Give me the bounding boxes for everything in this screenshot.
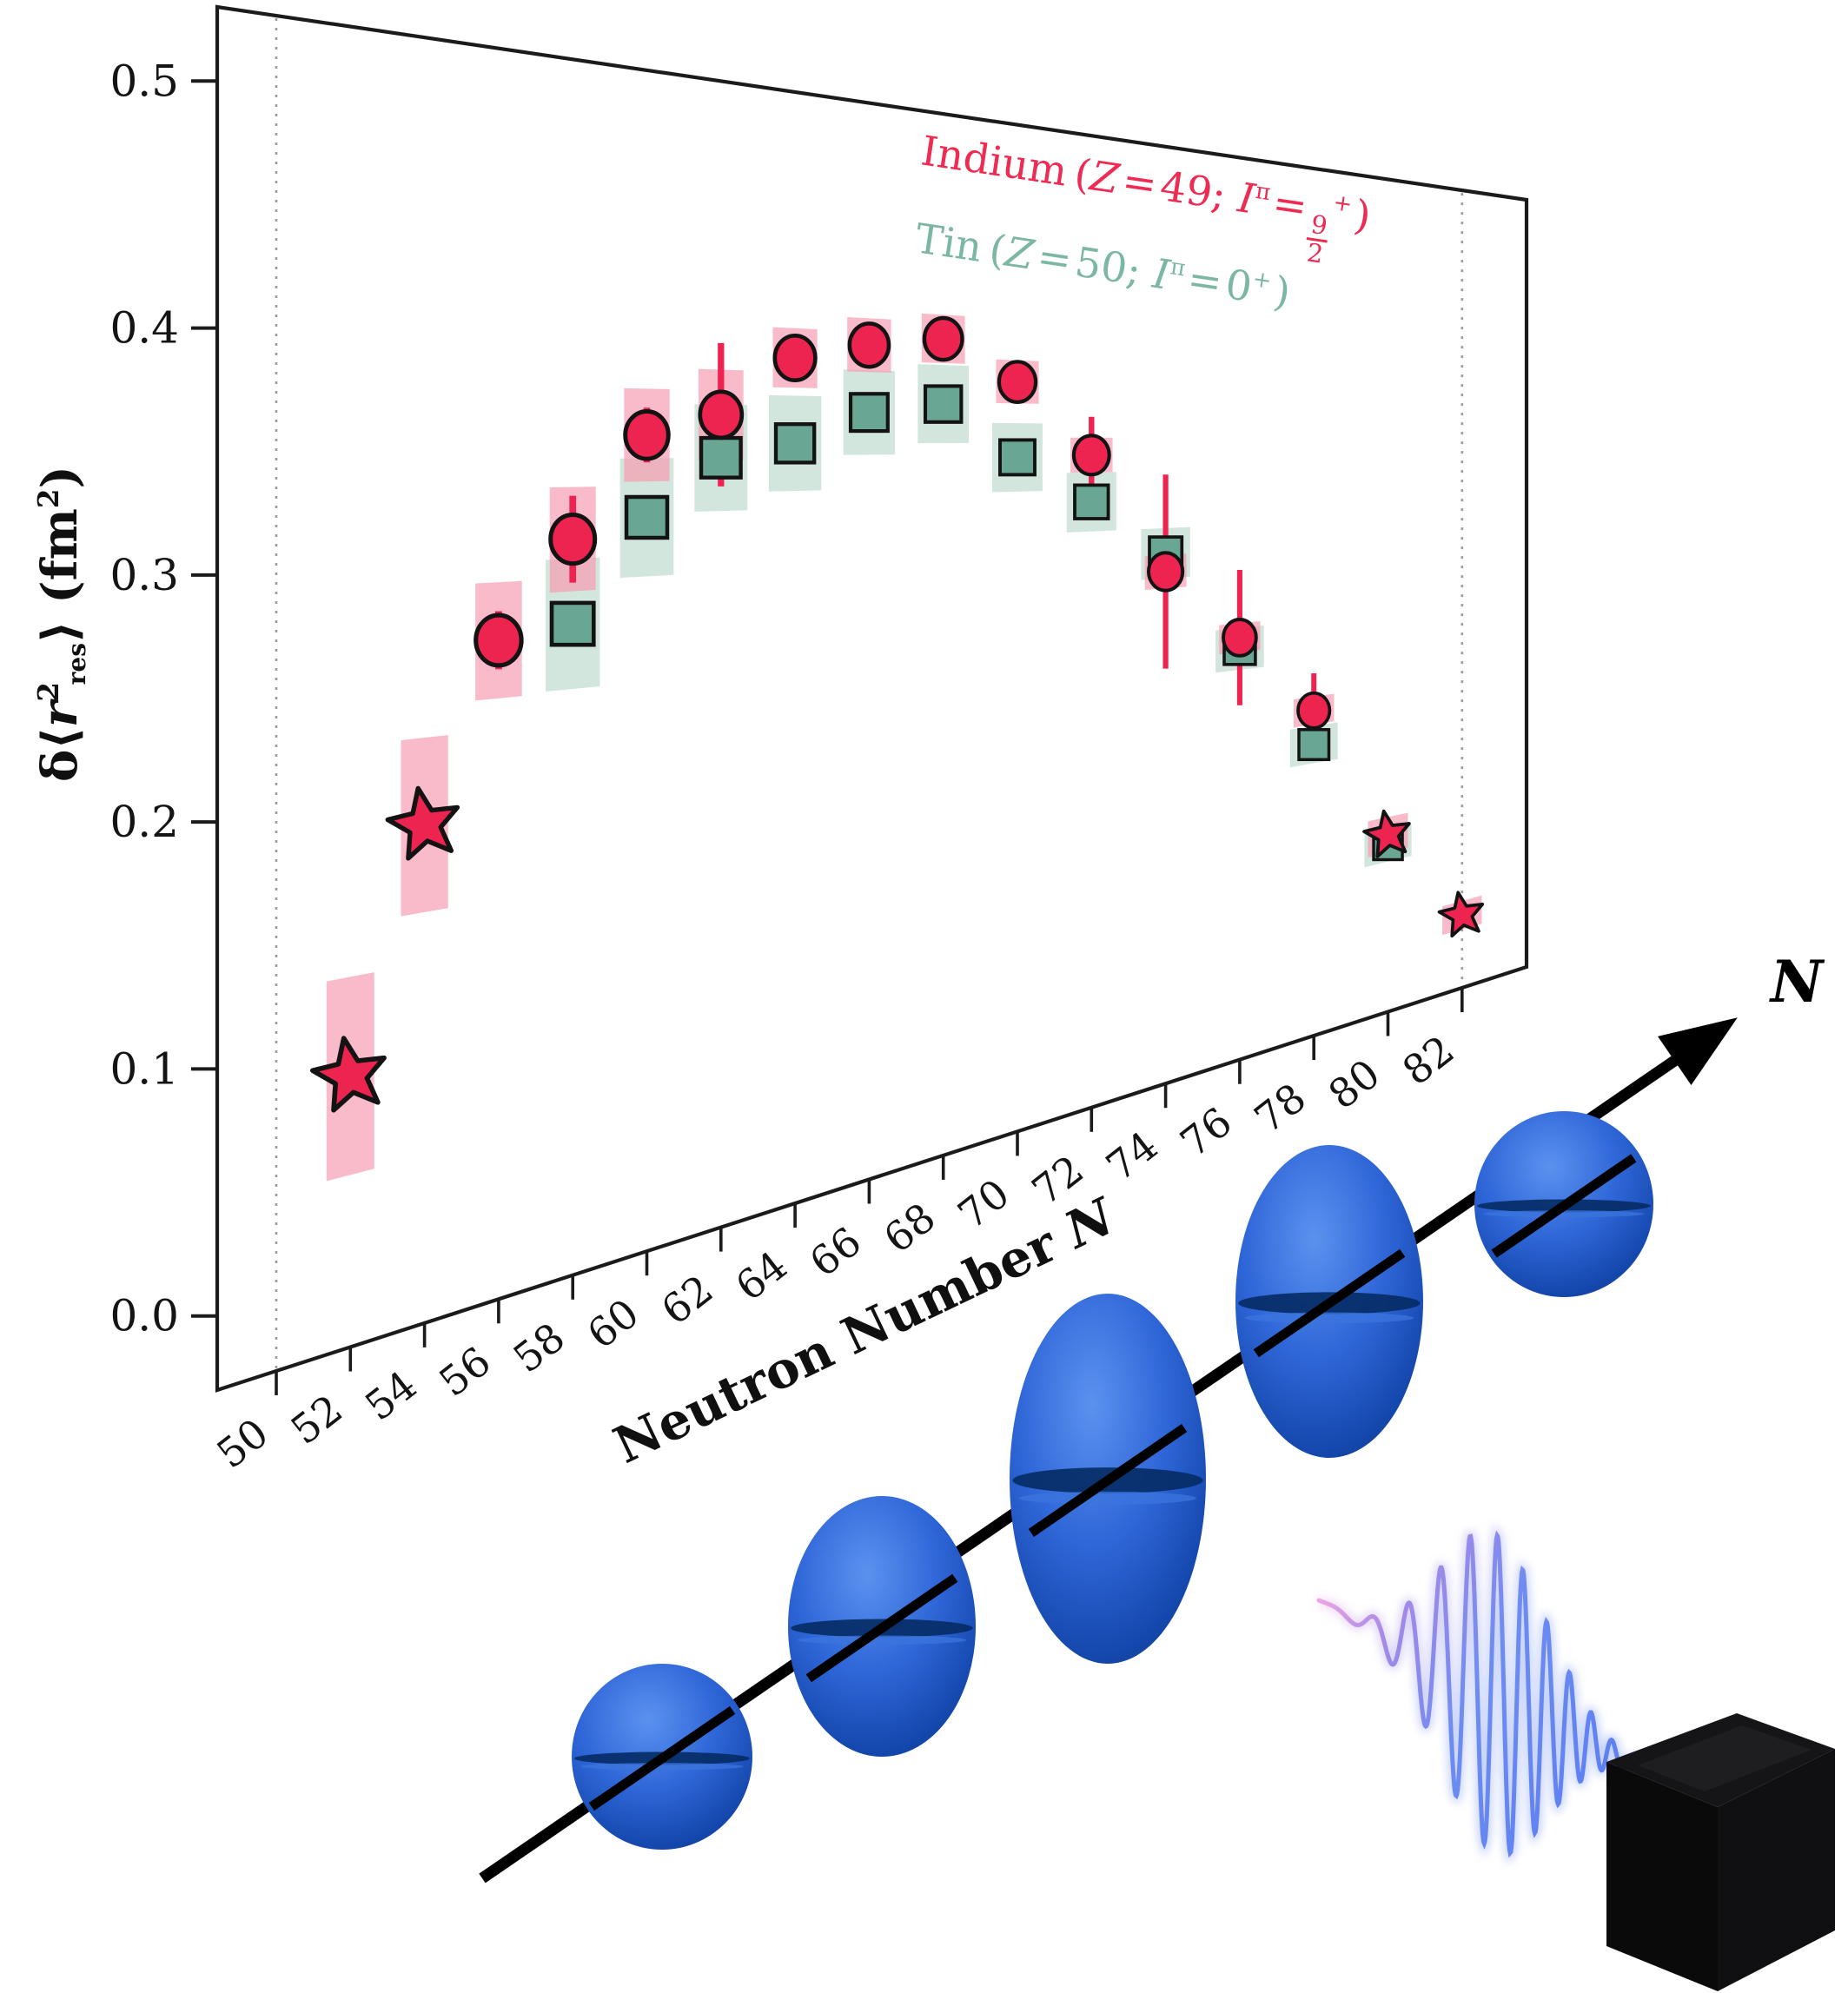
laser-pulse-waveform: [1316, 1530, 1659, 1858]
ylabel-sub: res: [62, 643, 91, 685]
indium-circle-marker-N74: [1147, 551, 1185, 593]
y-axis: 0.5 0.4 0.3 0.2 0.1 0.0: [109, 56, 217, 1341]
nucleus-shape-4: [1235, 1145, 1423, 1458]
tin-square-marker-N60: [624, 494, 670, 540]
indium-circle-marker-N66: [847, 321, 891, 369]
indium-circle-marker-N68: [922, 315, 964, 362]
ylabel-mid: ⟩ (fm: [31, 508, 89, 643]
ylabel-sup: 2: [32, 681, 65, 702]
indium-circle-marker-N62: [698, 389, 745, 440]
cube-top-sheen: [1638, 1725, 1812, 1791]
ylabel-pre: δ⟨: [31, 727, 89, 783]
neutron-axis-arrowhead: [1658, 1017, 1738, 1086]
tin-square-marker-N70: [998, 438, 1037, 477]
plot-area: [217, 7, 1527, 1390]
y-axis-title: δ⟨r2res⟩ (fm2): [23, 317, 91, 930]
nucleus-shape-2: [788, 1496, 976, 1757]
magic-number-lines: [275, 18, 1464, 1369]
arrow-through-groove: [1491, 1154, 1637, 1258]
cube-right-face: [1718, 1749, 1835, 1991]
indium-star-marker-N80: [1362, 809, 1411, 858]
y-tick-label: 0.3: [109, 550, 179, 600]
indium-circle-marker-N56: [474, 612, 524, 668]
indium-circle-marker-N72: [1071, 434, 1111, 477]
tin-square-marker-N78: [1297, 728, 1331, 762]
arrow-through-groove: [1253, 1248, 1406, 1358]
indium-star-marker-N54: [385, 785, 460, 861]
ylabel-r: r: [31, 701, 89, 728]
tin-square-marker-N58: [549, 600, 596, 647]
nucleus-shape-5: [1474, 1111, 1653, 1297]
indium-circle-marker-N58: [548, 513, 598, 566]
ylabel-post: ): [31, 465, 89, 489]
nucleus-shape-3: [1010, 1294, 1206, 1664]
detector-cube: [1606, 1713, 1835, 1991]
indium-circle-marker-N60: [623, 409, 671, 461]
tin-square-marker-N72: [1073, 483, 1110, 520]
indium-circle-marker-N76: [1222, 618, 1258, 658]
tin-square-marker-N66: [848, 392, 890, 434]
indium-circle-marker-N78: [1296, 691, 1332, 730]
y-tick-label: 0.0: [109, 1291, 179, 1341]
series-tin: [549, 384, 1404, 862]
y-tick-label: 0.1: [109, 1043, 179, 1094]
indium-circle-marker-N70: [997, 360, 1038, 405]
cube-front-face: [1606, 1762, 1718, 1991]
ylabel-sup2: 2: [32, 488, 65, 509]
nucleus-shape-1: [572, 1664, 752, 1850]
tin-square-marker-N64: [773, 422, 817, 465]
neutron-axis-label: N: [1769, 948, 1825, 1016]
indium-star-marker-N82: [1437, 891, 1485, 938]
series-indium: [310, 315, 1485, 1113]
y-tick-label: 0.4: [109, 303, 179, 354]
plot-border: [215, 4, 1529, 1393]
arrow-through-groove: [805, 1573, 958, 1683]
arrow-through-groove: [588, 1705, 736, 1811]
arrow-through-groove: [1028, 1424, 1188, 1537]
y-tick-label: 0.5: [109, 56, 179, 106]
y-tick-label: 0.2: [109, 797, 179, 847]
indium-circle-marker-N64: [772, 333, 818, 382]
tin-square-marker-N68: [923, 384, 964, 424]
indium-star-marker-N52: [310, 1036, 387, 1113]
